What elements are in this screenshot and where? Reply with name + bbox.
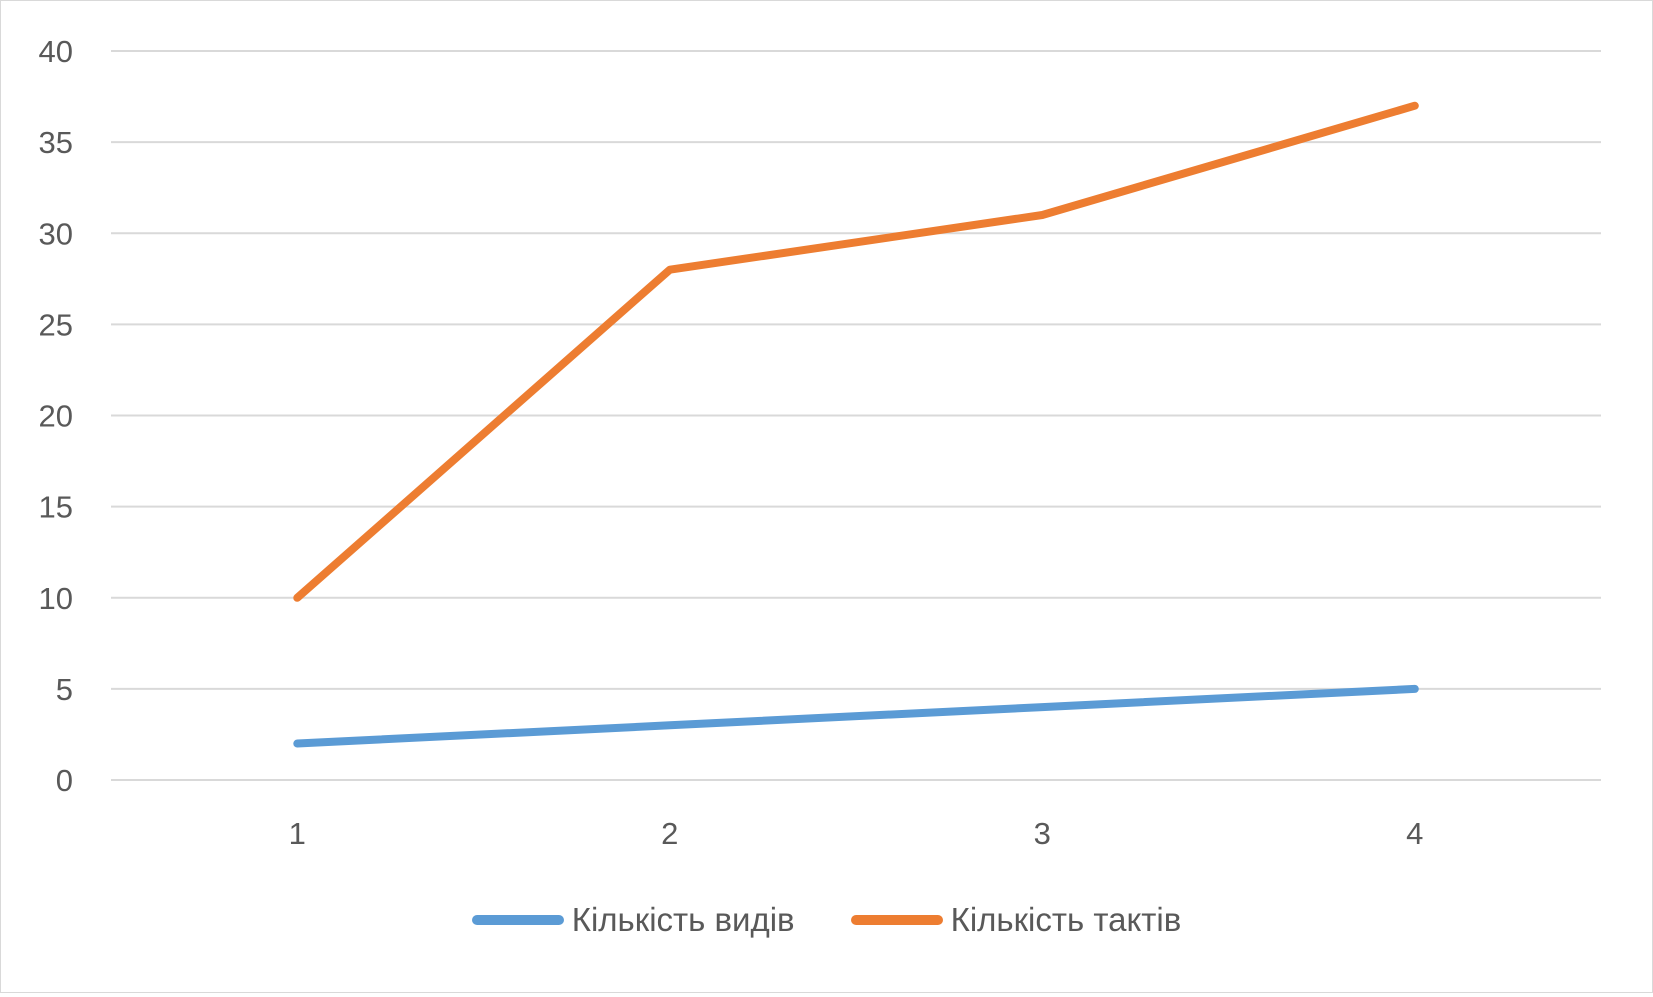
x-tick-label: 3 xyxy=(1034,816,1051,851)
x-axis-ticks: 1 2 3 4 xyxy=(289,816,1424,851)
y-tick-label: 25 xyxy=(39,307,73,342)
x-tick-label: 2 xyxy=(661,816,678,851)
x-tick-label: 4 xyxy=(1406,816,1423,851)
y-tick-label: 20 xyxy=(39,399,73,434)
legend-label-series-1: Кількість видів xyxy=(571,901,795,938)
y-tick-label: 35 xyxy=(39,125,73,160)
series-lines xyxy=(293,101,1419,748)
y-axis-ticks: 0 5 10 15 20 25 30 35 40 xyxy=(39,34,73,798)
series-line-1 xyxy=(293,684,1419,748)
legend-swatch-series-1 xyxy=(471,915,564,925)
legend-item-series-1: Кількість видів xyxy=(471,901,795,939)
legend-item-series-2: Кількість тактів xyxy=(850,901,1182,939)
y-tick-label: 30 xyxy=(39,216,73,251)
y-tick-label: 0 xyxy=(56,763,73,798)
legend-label-series-2: Кількість тактів xyxy=(950,901,1182,938)
y-tick-label: 10 xyxy=(39,581,73,616)
series-line-2 xyxy=(293,101,1419,602)
legend-swatch-series-2 xyxy=(850,915,943,925)
y-tick-label: 15 xyxy=(39,490,73,525)
legend: Кількість видів Кількість тактів xyxy=(1,901,1652,939)
y-tick-label: 40 xyxy=(39,34,73,69)
y-tick-label: 5 xyxy=(56,672,73,707)
gridlines xyxy=(111,50,1601,781)
x-tick-label: 1 xyxy=(289,816,306,851)
